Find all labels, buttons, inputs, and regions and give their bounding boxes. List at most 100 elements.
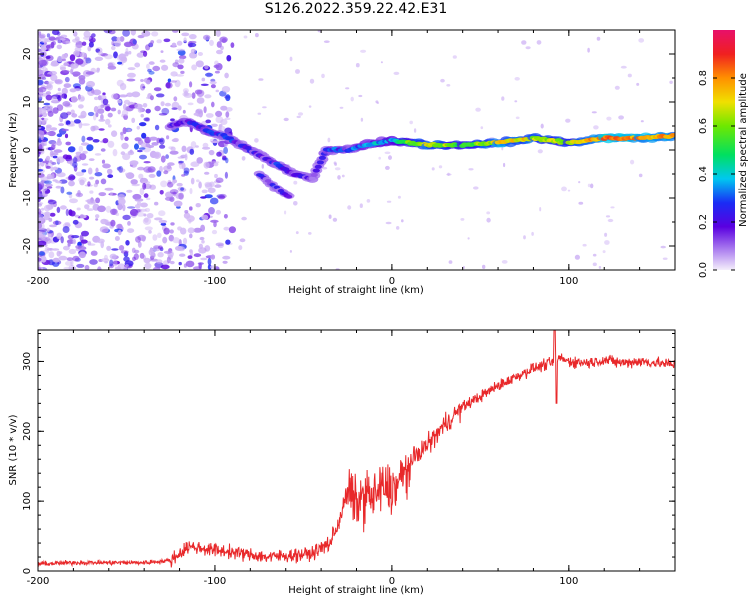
spectrogram-noise-speck bbox=[189, 233, 193, 239]
spectrogram-noise-speck bbox=[604, 240, 610, 245]
spectrogram-noise-speck bbox=[107, 65, 117, 70]
spectrogram-noise-speck bbox=[100, 178, 107, 185]
spectrogram-noise-speck bbox=[52, 257, 60, 263]
spectrogram-noise-speck bbox=[662, 257, 668, 260]
spectrogram-noise-speck bbox=[211, 229, 218, 235]
spectrogram-noise-speck bbox=[50, 74, 58, 82]
spectrogram-noise-speck bbox=[591, 111, 597, 114]
colorbar-tick-label: 0.0 bbox=[698, 262, 709, 278]
spectrogram-noise-speck bbox=[209, 39, 214, 47]
spectrogram-noise-speck bbox=[98, 192, 107, 197]
spectrogram-noise-speck bbox=[131, 117, 136, 124]
spectrogram-noise-speck bbox=[194, 89, 203, 95]
spectrogram-noise-speck bbox=[618, 115, 624, 120]
spectrogram-noise-speck bbox=[113, 51, 118, 59]
spectrogram-noise-speck bbox=[188, 34, 197, 40]
spectrogram-noise-speck bbox=[38, 158, 43, 163]
x-tick-label: 0 bbox=[389, 576, 395, 587]
spectrogram-noise-speck bbox=[130, 30, 136, 36]
spectrogram-noise-speck bbox=[81, 169, 87, 173]
spectrogram-noise-speck bbox=[111, 40, 115, 46]
spectrogram-noise-speck bbox=[196, 157, 203, 164]
spectrogram-noise-speck bbox=[93, 113, 97, 121]
colorbar-label: Normalized spectral amplitude bbox=[738, 73, 749, 227]
spectrogram-noise-speck bbox=[448, 260, 453, 264]
spectrogram-noise-speck bbox=[49, 212, 56, 217]
spectrogram-noise-speck bbox=[78, 251, 86, 259]
spectrogram-noise-speck bbox=[486, 217, 491, 223]
x-tick-label: 0 bbox=[389, 276, 395, 287]
snr-x-axis-label: Height of straight line (km) bbox=[288, 585, 424, 596]
y-tick-label: 300 bbox=[22, 352, 33, 371]
spectrogram-noise-speck bbox=[134, 62, 141, 68]
spectrogram-noise-speck bbox=[126, 189, 133, 193]
spectrogram-noise-speck bbox=[261, 164, 264, 169]
spectrogram-noise-speck bbox=[67, 123, 76, 127]
spectrogram-noise-speck bbox=[189, 148, 195, 155]
y-tick-label: -10 bbox=[22, 190, 33, 206]
spectrogram-noise-speck bbox=[63, 266, 73, 270]
spectrogram-noise-speck bbox=[66, 191, 73, 195]
spectrogram-noise-speck bbox=[107, 112, 113, 118]
x-tick-label: 100 bbox=[559, 576, 578, 587]
spectrogram-noise-speck bbox=[131, 247, 136, 254]
spectrogram-noise-speck bbox=[121, 109, 129, 117]
spectrogram-noise-speck bbox=[105, 118, 111, 125]
spectrogram-noise-speck bbox=[47, 199, 57, 205]
spectrogram-noise-speck bbox=[165, 82, 173, 89]
spectrogram-noise-speck bbox=[122, 127, 127, 135]
spectrogram-noise-speck bbox=[592, 262, 597, 267]
spectrogram-noise-speck bbox=[151, 142, 159, 146]
spectrogram-noise-speck bbox=[515, 116, 520, 120]
spectrogram-noise-speck bbox=[531, 231, 534, 236]
spectrogram-noise-speck bbox=[75, 58, 84, 65]
spectrogram-noise-speck bbox=[72, 219, 79, 225]
spectrogram-noise-speck bbox=[58, 123, 64, 127]
spectrogram-noise-speck bbox=[40, 180, 50, 184]
spectrogram-noise-speck bbox=[215, 110, 223, 117]
snr-y-axis-label: SNR (10 * v/v) bbox=[8, 414, 19, 485]
spectrogram-noise-speck bbox=[63, 83, 72, 88]
spectrogram-noise-speck bbox=[158, 139, 164, 143]
spectrogram-noise-speck bbox=[185, 260, 195, 268]
spectrogram-noise-speck bbox=[630, 159, 635, 165]
spectrogram-noise-speck bbox=[94, 96, 99, 101]
spectrogram-noise-speck bbox=[52, 155, 58, 159]
spectrogram-noise-speck bbox=[238, 245, 243, 251]
spectrogram-noise-speck bbox=[163, 38, 171, 43]
spectrogram-noise-speck bbox=[111, 248, 119, 251]
spectrogram-noise-speck bbox=[188, 42, 197, 48]
snr-axes: -200 -100 0 100 0 100 200 300 bbox=[22, 330, 676, 587]
spectrogram-noise-speck bbox=[122, 214, 131, 221]
spectrogram-noise-speck bbox=[204, 171, 210, 175]
spectrogram-noise-speck bbox=[380, 61, 383, 64]
spectrogram-noise-speck bbox=[347, 205, 352, 210]
snr-plot-area bbox=[38, 330, 675, 571]
spectrogram-noise-speck bbox=[669, 80, 673, 85]
spectrogram-noise-speck bbox=[63, 62, 70, 66]
spectrogram-noise-speck bbox=[171, 101, 180, 110]
spectrogram-noise-speck bbox=[70, 63, 75, 71]
spectrogram-noise-speck bbox=[41, 69, 45, 75]
spectrogram-noise-speck bbox=[145, 79, 151, 85]
spectrogram-noise-speck bbox=[149, 95, 154, 101]
spectrogram-noise-speck bbox=[38, 79, 44, 86]
spectrogram-noise-speck bbox=[49, 224, 57, 228]
spectrogram-noise-speck bbox=[345, 87, 350, 90]
spectrogram-noise-speck bbox=[143, 161, 151, 164]
spectrogram-noise-speck bbox=[295, 231, 299, 235]
spectrogram-noise-speck bbox=[191, 92, 196, 99]
spectrogram-noise-speck bbox=[254, 138, 259, 143]
spectrogram-noise-speck bbox=[56, 156, 65, 163]
spectrogram-noise-speck bbox=[45, 94, 53, 101]
spectrogram-noise-speck bbox=[225, 111, 230, 118]
spectrogram-noise-speck bbox=[67, 242, 71, 247]
spectrogram-noise-speck bbox=[161, 64, 169, 71]
spectrogram-noise-speck bbox=[118, 165, 124, 173]
spectrogram-noise-speck bbox=[100, 148, 106, 152]
spectrogram-noise-speck bbox=[258, 78, 264, 81]
spectrogram-noise-speck bbox=[76, 207, 81, 211]
spectrogram-noise-speck bbox=[80, 52, 87, 58]
spectrogram-noise-speck bbox=[211, 161, 220, 164]
spectrogram-noise-speck bbox=[165, 191, 174, 199]
